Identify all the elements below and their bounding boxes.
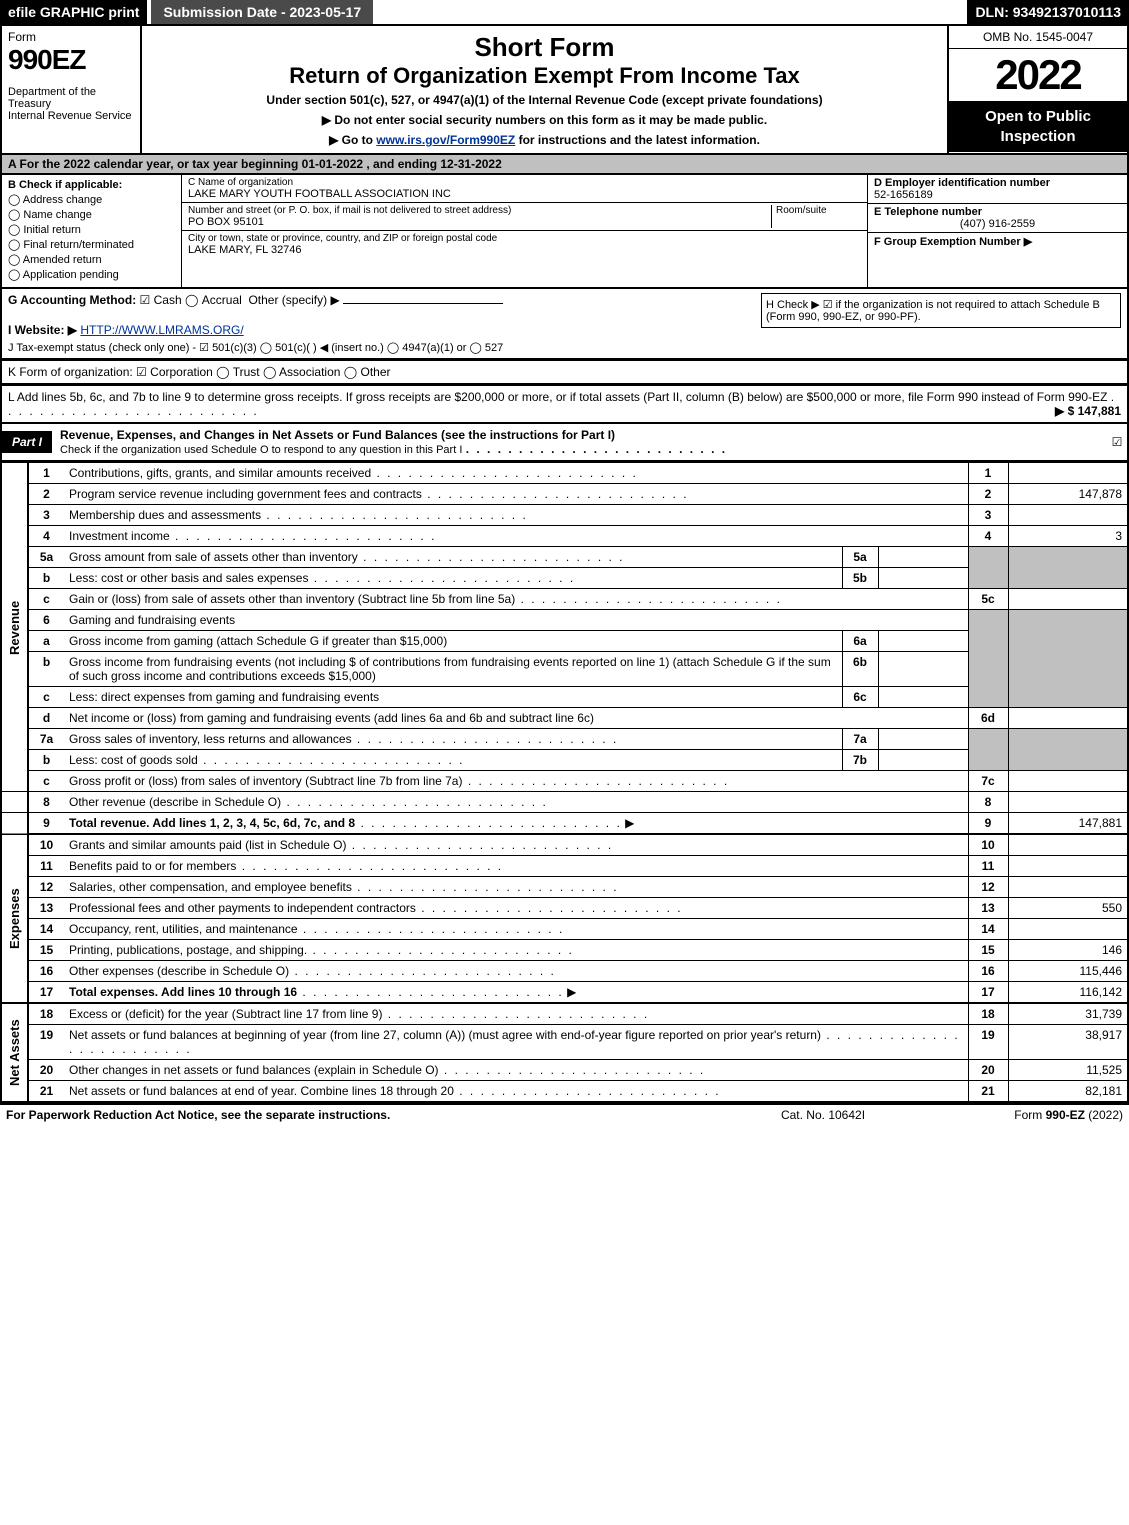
part-label: Part I <box>2 431 52 453</box>
k-line: K Form of organization: ☑ Corporation ◯ … <box>0 360 1129 385</box>
chk-amended-return[interactable]: ◯ Amended return <box>8 253 175 266</box>
page-footer: For Paperwork Reduction Act Notice, see … <box>0 1103 1129 1125</box>
sidelabel-revenue: Revenue <box>1 463 28 792</box>
footer-cat: Cat. No. 10642I <box>723 1108 923 1122</box>
l-amount: ▶ $ 147,881 <box>1055 404 1121 418</box>
header-center: Short Form Return of Organization Exempt… <box>142 26 947 153</box>
form-header: Form 990EZ Department of the Treasury In… <box>0 26 1129 155</box>
section-a: A For the 2022 calendar year, or tax yea… <box>0 155 1129 175</box>
efile-label[interactable]: efile GRAPHIC print <box>0 0 147 24</box>
chk-name-change[interactable]: ◯ Name change <box>8 208 175 221</box>
room-suite-label: Room/suite <box>771 205 861 228</box>
footer-left: For Paperwork Reduction Act Notice, see … <box>6 1108 723 1122</box>
j-line: J Tax-exempt status (check only one) - ☑… <box>8 341 1121 354</box>
tax-year: 2022 <box>949 49 1127 101</box>
col-b: B Check if applicable: ◯ Address change … <box>2 175 182 287</box>
top-bar: efile GRAPHIC print Submission Date - 20… <box>0 0 1129 26</box>
instr-2: ▶ Go to www.irs.gov/Form990EZ for instru… <box>150 133 939 147</box>
tel-label: E Telephone number <box>874 206 1121 218</box>
footer-right: Form 990-EZ (2022) <box>923 1108 1123 1122</box>
under-section: Under section 501(c), 527, or 4947(a)(1)… <box>150 93 939 107</box>
irs-link[interactable]: www.irs.gov/Form990EZ <box>376 133 515 147</box>
dln-label: DLN: 93492137010113 <box>967 0 1129 24</box>
irs-label: Internal Revenue Service <box>8 110 134 122</box>
instr-1: ▶ Do not enter social security numbers o… <box>150 113 939 127</box>
group-label: F Group Exemption Number ▶ <box>874 235 1121 248</box>
form-label: Form <box>8 30 134 44</box>
submission-date: Submission Date - 2023-05-17 <box>151 0 373 24</box>
chk-application-pending[interactable]: ◯ Application pending <box>8 268 175 281</box>
open-public-badge: Open to Public Inspection <box>949 101 1127 152</box>
ein-value: 52-1656189 <box>874 189 1121 201</box>
info-block-ghijkl: H Check ▶ ☑ if the organization is not r… <box>0 289 1129 360</box>
short-form-title: Short Form <box>150 32 939 63</box>
header-right: OMB No. 1545-0047 2022 Open to Public In… <box>947 26 1127 153</box>
sidelabel-expenses: Expenses <box>1 834 28 1003</box>
part-1-header: Part I Revenue, Expenses, and Changes in… <box>0 424 1129 462</box>
street-value: PO BOX 95101 <box>188 216 771 228</box>
chk-accrual[interactable]: ◯ <box>185 293 202 307</box>
instr-2-post: for instructions and the latest informat… <box>519 133 760 147</box>
street-label: Number and street (or P. O. box, if mail… <box>188 205 771 216</box>
part-title: Revenue, Expenses, and Changes in Net As… <box>52 424 1107 460</box>
org-name: LAKE MARY YOUTH FOOTBALL ASSOCIATION INC <box>188 188 861 200</box>
h-box: H Check ▶ ☑ if the organization is not r… <box>761 293 1121 328</box>
col-c: C Name of organization LAKE MARY YOUTH F… <box>182 175 867 287</box>
return-title: Return of Organization Exempt From Incom… <box>150 63 939 89</box>
section-bcd: B Check if applicable: ◯ Address change … <box>0 175 1129 289</box>
l-line: L Add lines 5b, 6c, and 7b to line 9 to … <box>0 385 1129 424</box>
tel-value: (407) 916-2559 <box>874 218 1121 230</box>
col-b-title: B Check if applicable: <box>8 179 175 191</box>
instr-2-pre: ▶ Go to <box>329 133 376 147</box>
city-label: City or town, state or province, country… <box>188 233 861 244</box>
header-left: Form 990EZ Department of the Treasury In… <box>2 26 142 153</box>
ein-label: D Employer identification number <box>874 177 1121 189</box>
website-link[interactable]: HTTP://WWW.LMRAMS.ORG/ <box>80 323 243 337</box>
city-value: LAKE MARY, FL 32746 <box>188 244 861 256</box>
col-d: D Employer identification number 52-1656… <box>867 175 1127 287</box>
form-number: 990EZ <box>8 44 134 76</box>
chk-cash[interactable]: ☑ <box>140 293 154 307</box>
omb-number: OMB No. 1545-0047 <box>949 26 1127 49</box>
part-1-checkbox[interactable]: ☑ <box>1107 435 1127 449</box>
sidelabel-netassets: Net Assets <box>1 1003 28 1102</box>
chk-address-change[interactable]: ◯ Address change <box>8 193 175 206</box>
dept-label: Department of the Treasury <box>8 86 134 110</box>
org-name-label: C Name of organization <box>188 177 861 188</box>
chk-initial-return[interactable]: ◯ Initial return <box>8 223 175 236</box>
chk-final-return[interactable]: ◯ Final return/terminated <box>8 238 175 251</box>
part-1-table: Revenue 1 Contributions, gifts, grants, … <box>0 462 1129 1103</box>
